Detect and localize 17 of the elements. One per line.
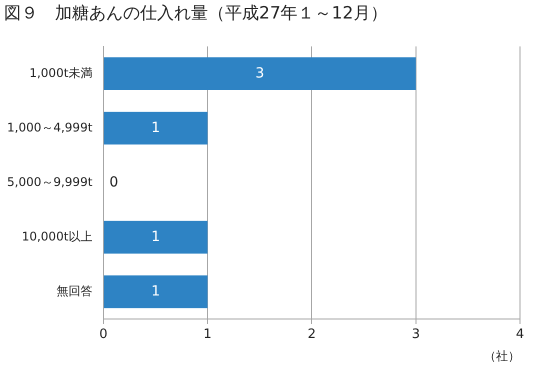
x-axis-title: （社） [484, 348, 520, 363]
y-tick-label: 1,000～4,999t [6, 120, 93, 134]
x-tick-label: 4 [516, 327, 524, 342]
data-label: 0 [109, 174, 118, 190]
data-label: 1 [151, 120, 160, 136]
y-tick-label: 10,000t以上 [22, 229, 92, 244]
chart-title: 図９ 加糖あんの仕入れ量（平成27年１～12月） [4, 4, 388, 24]
data-label: 1 [151, 228, 160, 245]
y-tick-label: 5,000～9,999t [6, 174, 93, 189]
x-tick-label: 0 [99, 327, 108, 342]
y-tick-label: 無回答 [56, 284, 92, 298]
data-label: 1 [151, 283, 160, 300]
x-tick-label: 2 [308, 327, 316, 342]
data-label: 3 [255, 65, 264, 82]
x-tick-label: 1 [203, 327, 212, 342]
x-tick-label: 3 [412, 327, 420, 342]
y-tick-label: 1,000t未満 [29, 66, 92, 80]
